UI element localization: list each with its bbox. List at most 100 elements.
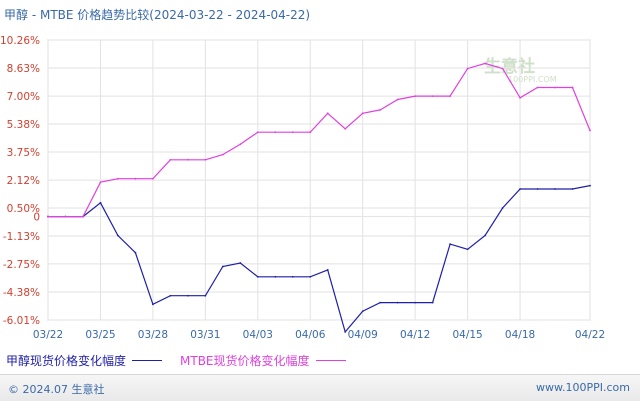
data-point-methanol [536,188,539,190]
data-point-methanol [291,275,294,278]
data-point-mtbe [396,98,399,101]
watermark-sub: 100PPI.COM [508,75,557,84]
data-point-methanol [256,275,259,278]
data-point-mtbe [82,215,84,218]
data-point-mtbe [309,131,312,134]
data-point-methanol [466,248,469,251]
data-point-methanol [396,301,399,304]
y-tick-label: 10.26% [0,35,40,47]
data-point-mtbe [414,95,417,98]
data-point-methanol [326,269,329,271]
data-point-mtbe [291,131,294,134]
data-point-mtbe [449,95,452,98]
legend-item-mtbe[interactable]: MTBE现货价格变化幅度 [180,352,346,369]
data-point-mtbe [221,153,224,156]
data-point-mtbe [554,86,556,89]
footer-bar: © 2024.07 生意社 www.100PPI.com [0,374,640,401]
data-point-methanol [571,188,574,190]
x-tick-label: 03/22 [33,329,63,340]
data-point-methanol [344,330,347,333]
data-point-methanol [239,262,242,264]
x-tick-label: 04/15 [452,329,482,340]
data-point-mtbe [274,131,277,134]
x-tick-label: 03/28 [138,329,168,340]
data-point-mtbe [204,158,207,161]
data-point-mtbe [484,62,486,65]
data-point-mtbe [536,86,539,89]
data-point-mtbe [379,108,382,111]
x-tick-label: 03/25 [85,329,115,340]
data-point-mtbe [117,177,119,180]
data-point-mtbe [431,95,434,98]
x-tick-label: 04/12 [400,329,430,340]
x-tick-label: 04/09 [348,329,378,340]
data-point-mtbe [589,129,591,132]
y-tick-label: -2.75% [3,259,40,271]
watermark-main: 生意社 [484,57,535,77]
data-point-methanol [519,188,521,190]
x-tick-label: 04/06 [295,329,326,340]
y-tick-label: 0 [33,212,40,224]
data-point-methanol [99,201,102,204]
data-point-methanol [589,184,591,187]
y-tick-label: -6.01% [3,315,40,327]
data-point-methanol [204,294,207,297]
series-line-methanol [48,185,591,334]
line-chart: 10.26% 8.63% 7.00% 5.38% 3.75% 2.12% 0.50%0 -1.… [0,35,605,340]
data-point-methanol [186,294,189,297]
site-link[interactable]: www.100PPI.com [536,381,630,394]
copyright-text: © 2024.07 生意社 [8,383,105,396]
data-point-mtbe [344,127,347,130]
data-point-mtbe [571,86,574,89]
legend: 甲醇现货价格变化幅度 MTBE现货价格变化幅度 [6,352,364,369]
y-tick-label: -1.13% [3,231,40,243]
data-point-mtbe [99,181,102,184]
data-point-mtbe [466,67,469,70]
y-tick-label: 7.00% [7,91,40,103]
legend-swatch-methanol [132,360,163,361]
data-point-methanol [221,265,224,268]
data-point-methanol [169,294,172,297]
y-tick-label: 0.50% [7,203,40,215]
x-tick-label: 03/31 [190,329,220,340]
data-point-methanol [414,301,417,304]
y-tick-label: 5.38% [7,119,40,131]
data-point-methanol [379,301,382,304]
legend-swatch-mtbe [315,360,346,361]
data-point-methanol [309,275,312,278]
data-point-mtbe [47,215,49,218]
data-point-mtbe [326,112,329,115]
legend-label-mtbe: MTBE现货价格变化幅度 [180,354,310,368]
legend-item-methanol[interactable]: 甲醇现货价格变化幅度 [6,352,163,369]
data-point-mtbe [152,177,154,180]
y-tick-label: 8.63% [7,63,40,75]
data-point-mtbe [256,131,259,134]
data-point-methanol [449,243,452,246]
data-point-methanol [117,234,119,237]
x-tick-label: 04/18 [505,329,535,340]
data-point-methanol [501,207,504,209]
data-point-mtbe [169,158,172,161]
y-tick-label: 3.75% [7,147,40,159]
legend-label-methanol: 甲醇现货价格变化幅度 [6,354,127,368]
y-tick-label: 2.12% [7,175,40,187]
data-point-mtbe [134,177,137,180]
x-tick-label: 04/22 [575,329,605,340]
chart-title: 甲醇 - MTBE 价格趋势比较(2024-03-22 - 2024-04-22… [4,8,311,22]
data-point-methanol [134,251,137,254]
x-tick-label: 04/03 [243,329,273,340]
data-point-methanol [554,188,556,190]
data-point-mtbe [64,215,67,218]
data-point-methanol [431,301,434,304]
data-point-methanol [152,303,154,306]
data-point-mtbe [501,67,504,70]
data-point-mtbe [239,143,242,146]
watermark-logo: 生意社 100PPI.COM [484,52,557,84]
data-point-methanol [484,234,486,237]
series-line-mtbe [48,62,591,218]
y-tick-label: -4.38% [3,287,40,299]
data-point-mtbe [186,158,189,161]
data-point-methanol [361,310,364,313]
data-point-mtbe [519,96,521,99]
data-point-mtbe [361,112,364,115]
